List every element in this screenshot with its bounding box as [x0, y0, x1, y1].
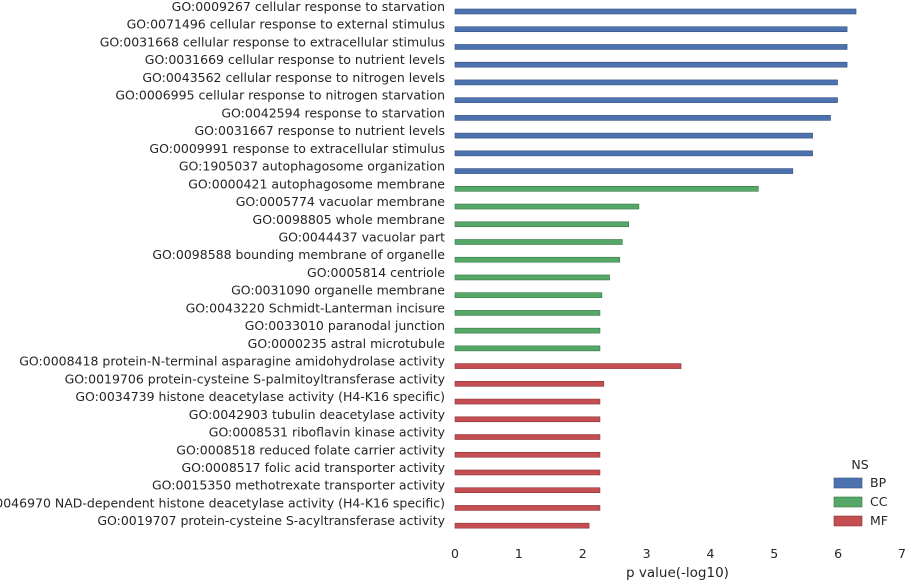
category-label: GO:0005814 centriole	[307, 265, 445, 280]
category-label: GO:0008531 riboflavin kinase activity	[209, 425, 446, 440]
category-label: GO:0034739 histone deacetylase activity …	[75, 389, 445, 404]
bar-go-0019706	[454, 381, 605, 387]
bar-go-0031090	[454, 292, 603, 298]
bar-go-0005774	[454, 203, 640, 210]
legend-swatch-bp	[833, 477, 863, 489]
bars-layer	[454, 8, 857, 529]
category-label: GO:0046970 NAD-dependent histone deacety…	[0, 495, 445, 510]
category-label: GO:0015350 methotrexate transporter acti…	[152, 478, 446, 493]
category-label: GO:0044437 vacuolar part	[278, 229, 445, 244]
legend-entries: BP CC MF	[833, 475, 888, 528]
category-label: GO:0000421 autophagosome membrane	[188, 176, 445, 191]
bar-go-0008418	[454, 363, 682, 369]
category-label: GO:0006995 cellular response to nitrogen…	[115, 88, 445, 103]
bar-go-0006995	[454, 97, 838, 103]
bar-go-0098588	[454, 256, 621, 263]
bar-go-0033010	[454, 327, 601, 334]
bar-go-0009267	[454, 8, 857, 15]
bar-go-0031669	[454, 61, 848, 68]
x-tick-label: 7	[898, 546, 906, 561]
category-label: GO:0031668 cellular response to extracel…	[100, 34, 445, 49]
bar-go-0005814	[454, 274, 610, 281]
legend-title: NS	[851, 457, 868, 472]
x-tick-label: 1	[515, 546, 523, 561]
category-label: GO:0008518 reduced folate carrier activi…	[176, 442, 445, 457]
legend-swatch-mf	[833, 515, 863, 527]
bar-go-1905037	[454, 168, 794, 174]
category-label: GO:0008418 protein-N-terminal asparagine…	[19, 354, 445, 369]
category-label: GO:1905037 autophagosome organization	[179, 159, 445, 174]
category-label: GO:0098588 bounding membrane of organell…	[152, 247, 445, 262]
bar-go-0043220	[454, 310, 601, 316]
category-label: GO:0019706 protein-cysteine S-palmitoylt…	[65, 371, 446, 386]
category-label: GO:0043220 Schmidt-Lanterman incisure	[186, 300, 446, 315]
x-tick-label: 3	[643, 546, 651, 561]
category-label: GO:0071496 cellular response to external…	[127, 17, 445, 32]
category-label: GO:0043562 cellular response to nitrogen…	[142, 70, 445, 85]
bar-go-0008517	[454, 469, 601, 476]
bar-go-0098805	[454, 221, 629, 228]
legend-label-mf: MF	[870, 513, 888, 528]
category-label: GO:0000235 astral microtubule	[248, 336, 446, 351]
x-tick-label: 4	[706, 546, 714, 561]
bar-go-0043562	[454, 79, 838, 86]
bar-go-0000235	[454, 345, 601, 352]
x-tick-label: 5	[770, 546, 778, 561]
bar-go-0034739	[454, 398, 601, 405]
category-label: GO:0005774 vacuolar membrane	[236, 194, 446, 209]
x-axis-title: p value(-log10)	[626, 565, 729, 581]
category-label: GO:0042903 tubulin deacetylase activity	[189, 407, 446, 422]
legend: NS BP CC MF	[833, 457, 888, 528]
category-label: GO:0098805 whole membrane	[253, 212, 446, 227]
category-label: GO:0008517 folic acid transporter activi…	[181, 460, 445, 475]
bar-go-0044437	[454, 239, 623, 245]
category-label: GO:0009267 cellular response to starvati…	[172, 0, 445, 14]
bar-go-0046970	[454, 505, 601, 511]
bar-go-0008518	[454, 451, 601, 458]
bar-go-0031668	[454, 44, 848, 50]
bar-go-0042594	[454, 115, 831, 121]
category-label: GO:0031669 cellular response to nutrient…	[145, 52, 445, 67]
x-axis-ticks: 0 1 2 3 4 5 6 7	[451, 546, 906, 561]
x-tick-label: 0	[451, 546, 459, 561]
bar-go-0071496	[454, 26, 848, 33]
legend-label-cc: CC	[870, 494, 888, 509]
bar-go-0008531	[454, 434, 601, 440]
bar-go-0015350	[454, 487, 601, 494]
bar-go-0031667	[454, 132, 813, 139]
category-label: GO:0031667 response to nutrient levels	[194, 123, 445, 138]
bar-go-0019707	[454, 522, 590, 529]
x-tick-label: 2	[579, 546, 587, 561]
category-label: GO:0042594 response to starvation	[221, 105, 445, 120]
legend-swatch-cc	[833, 496, 863, 508]
x-tick-label: 6	[834, 546, 842, 561]
category-label: GO:0009991 response to extracellular sti…	[149, 141, 445, 156]
category-label: GO:0031090 organelle membrane	[231, 283, 445, 298]
legend-label-bp: BP	[870, 475, 887, 490]
category-label: GO:0019707 protein-cysteine S-acyltransf…	[97, 513, 445, 528]
category-labels: GO:0009267 cellular response to starvati…	[0, 0, 446, 528]
bar-go-0000421	[454, 186, 759, 192]
bar-go-0042903	[454, 416, 601, 423]
category-label: GO:0033010 paranodal junction	[245, 318, 445, 333]
bar-go-0009991	[454, 150, 813, 157]
